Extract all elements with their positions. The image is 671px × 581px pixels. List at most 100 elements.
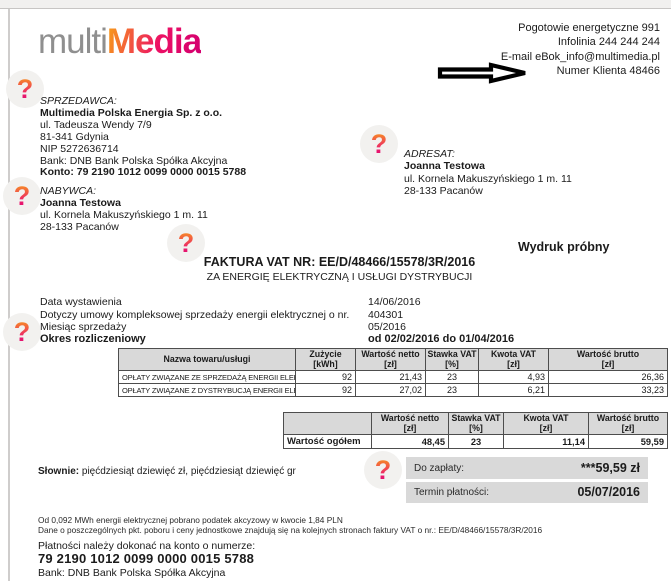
seller-name: Multimedia Polska Energia Sp. z o.o. <box>40 106 223 119</box>
summary-gross-cell: 59,59 <box>588 434 668 450</box>
buyer-section: NABYWCA: Joanna Testowa ul. Kornela Maku… <box>40 185 208 233</box>
summary-header-row: Wartość netto [zł] Stawka VAT [%] Kwota VA… <box>283 411 668 436</box>
summary-total-label: Wartość ogółem <box>283 434 372 450</box>
summary-net-cell: 48,45 <box>371 434 449 450</box>
addressee-name: Joanna Testowa <box>404 160 485 173</box>
detail-label: Data wystawienia <box>40 296 122 308</box>
question-mark-icon: ? <box>13 180 31 211</box>
addressee-section: ADRESAT: Joanna Testowa ul. Kornela Maku… <box>404 148 572 197</box>
seller-street: ul. Tadeusza Wendy 7/9 <box>40 118 152 131</box>
addressee-label: ADRESAT: <box>404 148 455 160</box>
summary-total-row: Wartość ogółem 48,45 23 11,14 59,59 <box>283 434 668 450</box>
buyer-street: ul. Kornela Makuszyńskiego 1 m. 11 <box>40 209 208 222</box>
pages-note: Dane o poszczególnych pkt. poboru i ceny… <box>38 525 543 535</box>
payment-deadline-value: 05/07/2016 <box>577 485 640 499</box>
help-icon-buyer[interactable]: ? <box>3 177 41 215</box>
help-icon-seller[interactable]: ? <box>6 70 44 108</box>
item-vat-rate-cell: 23 <box>425 370 479 385</box>
table-row: OPŁATY ZWIĄZANE ZE SPRZEDAŻĄ ENERGII ELE… <box>118 370 668 385</box>
item-vat-rate-cell: 23 <box>425 383 479 398</box>
seller-account: Konto: 79 2190 1012 0099 0000 0015 5788 <box>40 166 247 179</box>
detail-value: 05/2016 <box>368 321 406 333</box>
help-icon-billing-period[interactable]: ? <box>3 313 41 351</box>
question-mark-icon: ? <box>374 454 392 485</box>
amount-due-value: ***59,59 zł <box>580 461 640 475</box>
col-header-name: Nazwa towaru/usługi <box>118 347 296 372</box>
seller-city: 81-341 Gdynia <box>40 130 109 143</box>
detail-row-sale-month: Miesiąc sprzedaży 05/2016 <box>40 321 640 333</box>
col-header-vat-rate: Stawka VAT [%] <box>425 347 479 372</box>
help-icon-invoice-number[interactable]: ? <box>167 224 205 262</box>
payment-deadline-row: Termin płatności: 05/07/2016 <box>406 481 648 503</box>
detail-label: Miesiąc sprzedaży <box>40 321 127 333</box>
invoice-title: FAKTURA VAT NR: EE/D/48466/15578/3R/2016 <box>203 255 476 269</box>
addressee-street: ul. Kornela Makuszyńskiego 1 m. 11 <box>404 172 572 185</box>
item-usage-cell: 92 <box>295 383 356 398</box>
arrow-right-icon <box>437 62 526 84</box>
page-edge-left <box>8 9 10 581</box>
contact-block: Pogotowie energetyczne 991 Infolinia 244… <box>501 21 660 79</box>
detail-label: Dotyczy umowy kompleksowej sprzedaży ene… <box>40 308 350 321</box>
logo-text-media: Media <box>106 22 202 61</box>
help-icon-addressee[interactable]: ? <box>360 125 398 163</box>
amount-in-words-text: pięćdziesiąt dziewięć zł, pięćdziesiąt d… <box>79 466 296 477</box>
buyer-name: Joanna Testowa <box>40 197 121 210</box>
bank-name: Bank: DNB Bank Polska Spółka Akcyjna <box>38 567 226 579</box>
summary-vat-amount-cell: 11,14 <box>503 434 589 450</box>
seller-bank: Bank: DNB Bank Polska Spółka Akcyjna <box>40 154 228 167</box>
item-gross-cell: 33,23 <box>548 383 668 398</box>
question-mark-icon: ? <box>370 128 388 159</box>
seller-section: SPRZEDAWCA: Multimedia Polska Energia Sp… <box>40 95 247 179</box>
col-header-net: Wartość netto [zł] <box>355 347 426 372</box>
detail-row-billing-period: Okres rozliczeniowy od 02/02/2016 do 01/… <box>40 333 640 345</box>
invoice-subtitle: ZA ENERGIĘ ELEKTRYCZNĄ I USŁUGI DYSTRYBU… <box>206 271 473 283</box>
summary-vat-rate-cell: 23 <box>448 434 504 450</box>
question-mark-icon: ? <box>16 73 34 104</box>
items-header-row: Nazwa towaru/usługi Zużycie [kWh] Wartość… <box>118 347 668 372</box>
test-print-watermark: Wydruk próbny <box>518 240 610 254</box>
amount-due-label: Do zapłaty: <box>414 462 465 474</box>
emergency-line: Pogotowie energetyczne 991 <box>518 22 660 34</box>
seller-nip: NIP 5272636714 <box>40 142 119 155</box>
items-table: Nazwa towaru/usługi Zużycie [kWh] Wartość… <box>118 347 668 398</box>
item-name-cell: OPŁATY ZWIĄZANE ZE SPRZEDAŻĄ ENERGII ELE… <box>118 370 296 385</box>
buyer-city: 28-133 Pacanów <box>40 221 119 234</box>
logo-text-multi: multi <box>38 22 108 61</box>
addressee-city: 28-133 Pacanów <box>404 184 483 197</box>
item-usage-cell: 92 <box>295 370 356 385</box>
detail-label: Okres rozliczeniowy <box>40 333 146 345</box>
payment-deadline-label: Termin płatności: <box>414 486 490 498</box>
item-vat-amount-cell: 4,93 <box>478 370 549 385</box>
summary-header-vat-rate: Stawka VAT [%] <box>448 411 504 436</box>
item-name-cell: OPŁATY ZWIĄZANE Z DYSTRYBUCJĄ ENERGII EL… <box>118 383 296 398</box>
item-net-cell: 21,43 <box>355 370 426 385</box>
summary-header-gross: Wartość brutto [zł] <box>588 411 668 436</box>
col-header-vat-amount: Kwota VAT [zł] <box>478 347 549 372</box>
question-mark-icon: ? <box>177 227 195 258</box>
email-line: E-mail eBok_info@multimedia.pl <box>500 50 660 63</box>
hotline-line: Infolinia 244 244 244 <box>557 36 660 49</box>
col-header-usage: Zużycie [kWh] <box>295 347 356 372</box>
amount-in-words: Słownie: pięćdziesiąt dziewięć zł, pięćd… <box>38 466 296 477</box>
item-gross-cell: 26,36 <box>548 370 668 385</box>
multimedia-logo: multiMedia <box>38 22 202 62</box>
item-net-cell: 27,02 <box>355 383 426 398</box>
account-number: 79 2190 1012 0099 0000 0015 5788 <box>38 551 255 566</box>
detail-row-contract: Dotyczy umowy kompleksowej sprzedaży ene… <box>40 309 640 321</box>
item-vat-amount-cell: 6,21 <box>478 383 549 398</box>
client-number: Numer Klienta 48466 <box>556 65 660 78</box>
detail-value: 14/06/2016 <box>368 296 421 308</box>
seller-label: SPRZEDAWCA: <box>40 95 117 107</box>
detail-row-issue-date: Data wystawienia 14/06/2016 <box>40 296 640 308</box>
summary-table: Wartość netto [zł] Stawka VAT [%] Kwota VA… <box>283 411 668 450</box>
table-row: OPŁATY ZWIĄZANE Z DYSTRYBUCJĄ ENERGII EL… <box>118 383 668 398</box>
buyer-label: NABYWCA: <box>40 185 97 197</box>
question-mark-icon: ? <box>13 316 31 347</box>
detail-value: od 02/02/2016 do 01/04/2016 <box>368 333 515 345</box>
excise-note: Od 0,092 MWh energii elektrycznej pobran… <box>38 515 343 525</box>
col-header-gross: Wartość brutto [zł] <box>548 347 668 372</box>
page-edge-top <box>0 0 671 9</box>
amount-due-row: Do zapłaty: ***59,59 zł <box>406 457 648 479</box>
summary-header-net: Wartość netto [zł] <box>371 411 449 436</box>
help-icon-payment[interactable]: ? <box>364 451 402 489</box>
